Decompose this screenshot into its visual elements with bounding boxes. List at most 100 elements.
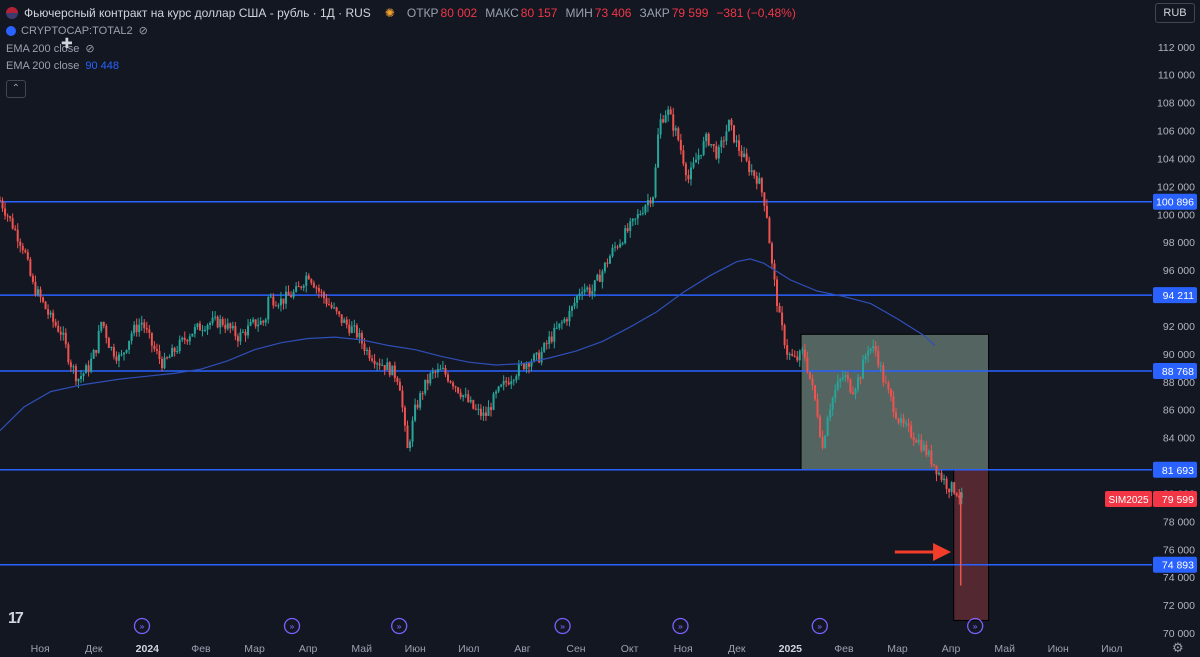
candle-body: [333, 307, 336, 309]
candle-body: [717, 147, 720, 159]
candle-body: [687, 175, 690, 180]
candle-body: [487, 407, 490, 416]
candle-body: [320, 291, 323, 293]
candle-body: [826, 417, 829, 436]
candle-body: [727, 119, 730, 132]
candle-body: [452, 382, 455, 387]
ema-legend-1[interactable]: EMA 200 close ⊘: [6, 42, 95, 56]
candle-body: [879, 365, 882, 367]
candle-body: [507, 382, 510, 385]
candle-body: [659, 119, 662, 135]
candle-body: [269, 296, 272, 298]
candle-body: [707, 133, 710, 146]
candle-body: [239, 332, 242, 342]
candle-body: [360, 333, 363, 344]
candle-body: [419, 393, 422, 408]
eye-hidden-icon[interactable]: ⊘: [85, 43, 95, 55]
y-tick-label: 84 000: [1163, 433, 1195, 445]
candle-body: [249, 321, 252, 326]
candle-body: [490, 407, 493, 410]
currency-button[interactable]: RUB: [1155, 3, 1195, 23]
ema-legend-2[interactable]: EMA 200 close 90 448: [6, 60, 119, 72]
level-price-label: 100 896: [1156, 197, 1194, 209]
candle-body: [378, 363, 381, 366]
candle-body: [305, 275, 308, 286]
candle-body: [39, 289, 42, 298]
candle-body: [839, 379, 842, 382]
event-marker-icon: [283, 617, 301, 635]
candle-body: [593, 280, 596, 292]
y-tick-label: 74 000: [1163, 572, 1195, 584]
candle-body: [606, 262, 609, 264]
candle-body: [935, 465, 938, 475]
candle-body: [348, 324, 351, 333]
candle-body: [343, 319, 346, 323]
candle-body: [219, 319, 222, 328]
candle-body: [209, 322, 212, 325]
candle-body: [910, 425, 913, 438]
candle-body: [138, 324, 141, 333]
compare-legend[interactable]: CRYPTOCAP:TOTAL2 ⊘: [6, 24, 148, 37]
candle-body: [74, 366, 77, 382]
candle-body: [492, 393, 495, 410]
ema-200-line: [0, 258, 936, 432]
candle-body: [768, 217, 771, 244]
candle-body: [42, 297, 45, 302]
candle-body: [6, 215, 9, 217]
candle-body: [459, 392, 462, 398]
candle-body: [234, 325, 237, 337]
candle-body: [927, 450, 930, 456]
candle-body: [181, 337, 184, 340]
candle-body: [846, 375, 849, 380]
candle-body: [236, 336, 239, 342]
candle-body: [446, 374, 449, 382]
event-marker-glyph: »: [289, 623, 295, 633]
tradingview-logo[interactable]: 17: [8, 610, 24, 627]
candle-body: [350, 326, 353, 333]
high-value: 80 157: [520, 6, 558, 20]
x-tick-label: Фев: [834, 643, 854, 655]
candle-body: [960, 492, 963, 498]
eye-hidden-icon[interactable]: ⊘: [138, 25, 148, 37]
collapse-legend-button[interactable]: ⌃: [6, 80, 26, 98]
candle-body: [145, 328, 148, 330]
candle-body: [201, 330, 204, 332]
candle-body: [616, 246, 619, 248]
candle-body: [158, 350, 161, 359]
candle-body: [652, 197, 655, 204]
candle-body: [105, 325, 108, 338]
candle-body: [495, 391, 498, 394]
candle-body: [867, 350, 870, 356]
candle-body: [902, 418, 905, 424]
candle-body: [467, 394, 470, 402]
candle-body: [416, 404, 419, 408]
candle-body: [732, 125, 735, 143]
candle-body: [667, 109, 670, 116]
event-marker-glyph: »: [139, 623, 145, 633]
chart-header: Фьючерсный контракт на курс доллар США -…: [6, 4, 804, 22]
candle-body: [117, 354, 120, 361]
candle-body: [62, 332, 65, 335]
candle-body: [95, 350, 98, 353]
candle-body: [621, 243, 624, 245]
candle-body: [900, 418, 903, 423]
candle-body: [191, 333, 194, 337]
candle-body: [750, 170, 753, 173]
candle-body: [183, 337, 186, 341]
candle-body: [310, 279, 313, 283]
candle-body: [160, 358, 163, 369]
settings-gear-icon[interactable]: ⚙: [1172, 640, 1184, 655]
candle-body: [930, 450, 933, 465]
candle-body: [596, 274, 599, 281]
x-tick-label: Апр: [942, 643, 961, 655]
symbol-title[interactable]: Фьючерсный контракт на курс доллар США -…: [24, 6, 371, 20]
candle-body: [396, 377, 399, 382]
candle-body: [912, 437, 915, 441]
candle-body: [112, 347, 115, 357]
candle-body: [662, 119, 665, 123]
candle-body: [474, 408, 477, 410]
candle-body: [925, 444, 928, 456]
open-label: ОТКР: [406, 6, 439, 20]
y-tick-label: 100 000: [1157, 209, 1195, 221]
